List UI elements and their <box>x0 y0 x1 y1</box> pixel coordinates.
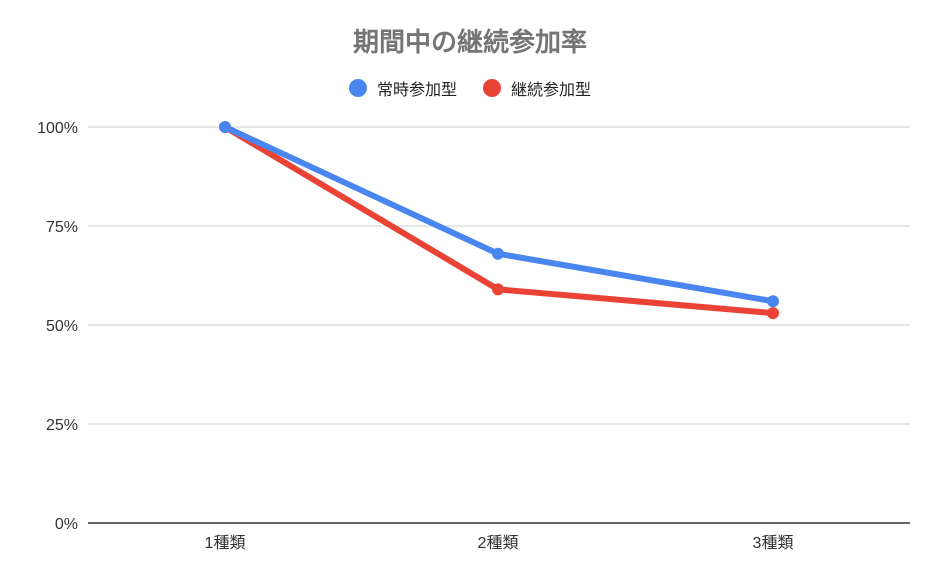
legend-label-series-2: 継続参加型 <box>511 80 592 99</box>
chart-title: 期間中の継続参加率 <box>352 28 587 58</box>
legend-item-series-1[interactable]: 常時参加型 <box>348 76 457 100</box>
y-tick-label: 50% <box>46 318 78 335</box>
x-tick-label: 1種類 <box>205 534 246 552</box>
y-tick-label: 75% <box>46 219 78 236</box>
y-tick-label: 0% <box>55 516 78 533</box>
legend-marker-series-2 <box>483 79 501 97</box>
data-point-series-1 <box>767 295 779 308</box>
data-point-series-2 <box>492 283 504 296</box>
legend-item-series-2[interactable]: 継続参加型 <box>483 76 591 100</box>
data-point-series-1 <box>492 247 504 260</box>
series-line-1 <box>222 124 776 305</box>
x-tick-label: 3種類 <box>753 534 794 552</box>
legend-marker-series-1 <box>348 79 367 97</box>
data-point-series-2 <box>767 307 779 320</box>
legend-label-series-1: 常時参加型 <box>376 80 457 99</box>
y-tick-label: 100% <box>37 120 78 137</box>
x-tick-label: 2種類 <box>478 534 519 552</box>
legend: 常時参加型 継続参加型 <box>0 76 940 100</box>
data-point-series-1 <box>219 121 231 133</box>
y-tick-label: 25% <box>46 417 78 434</box>
